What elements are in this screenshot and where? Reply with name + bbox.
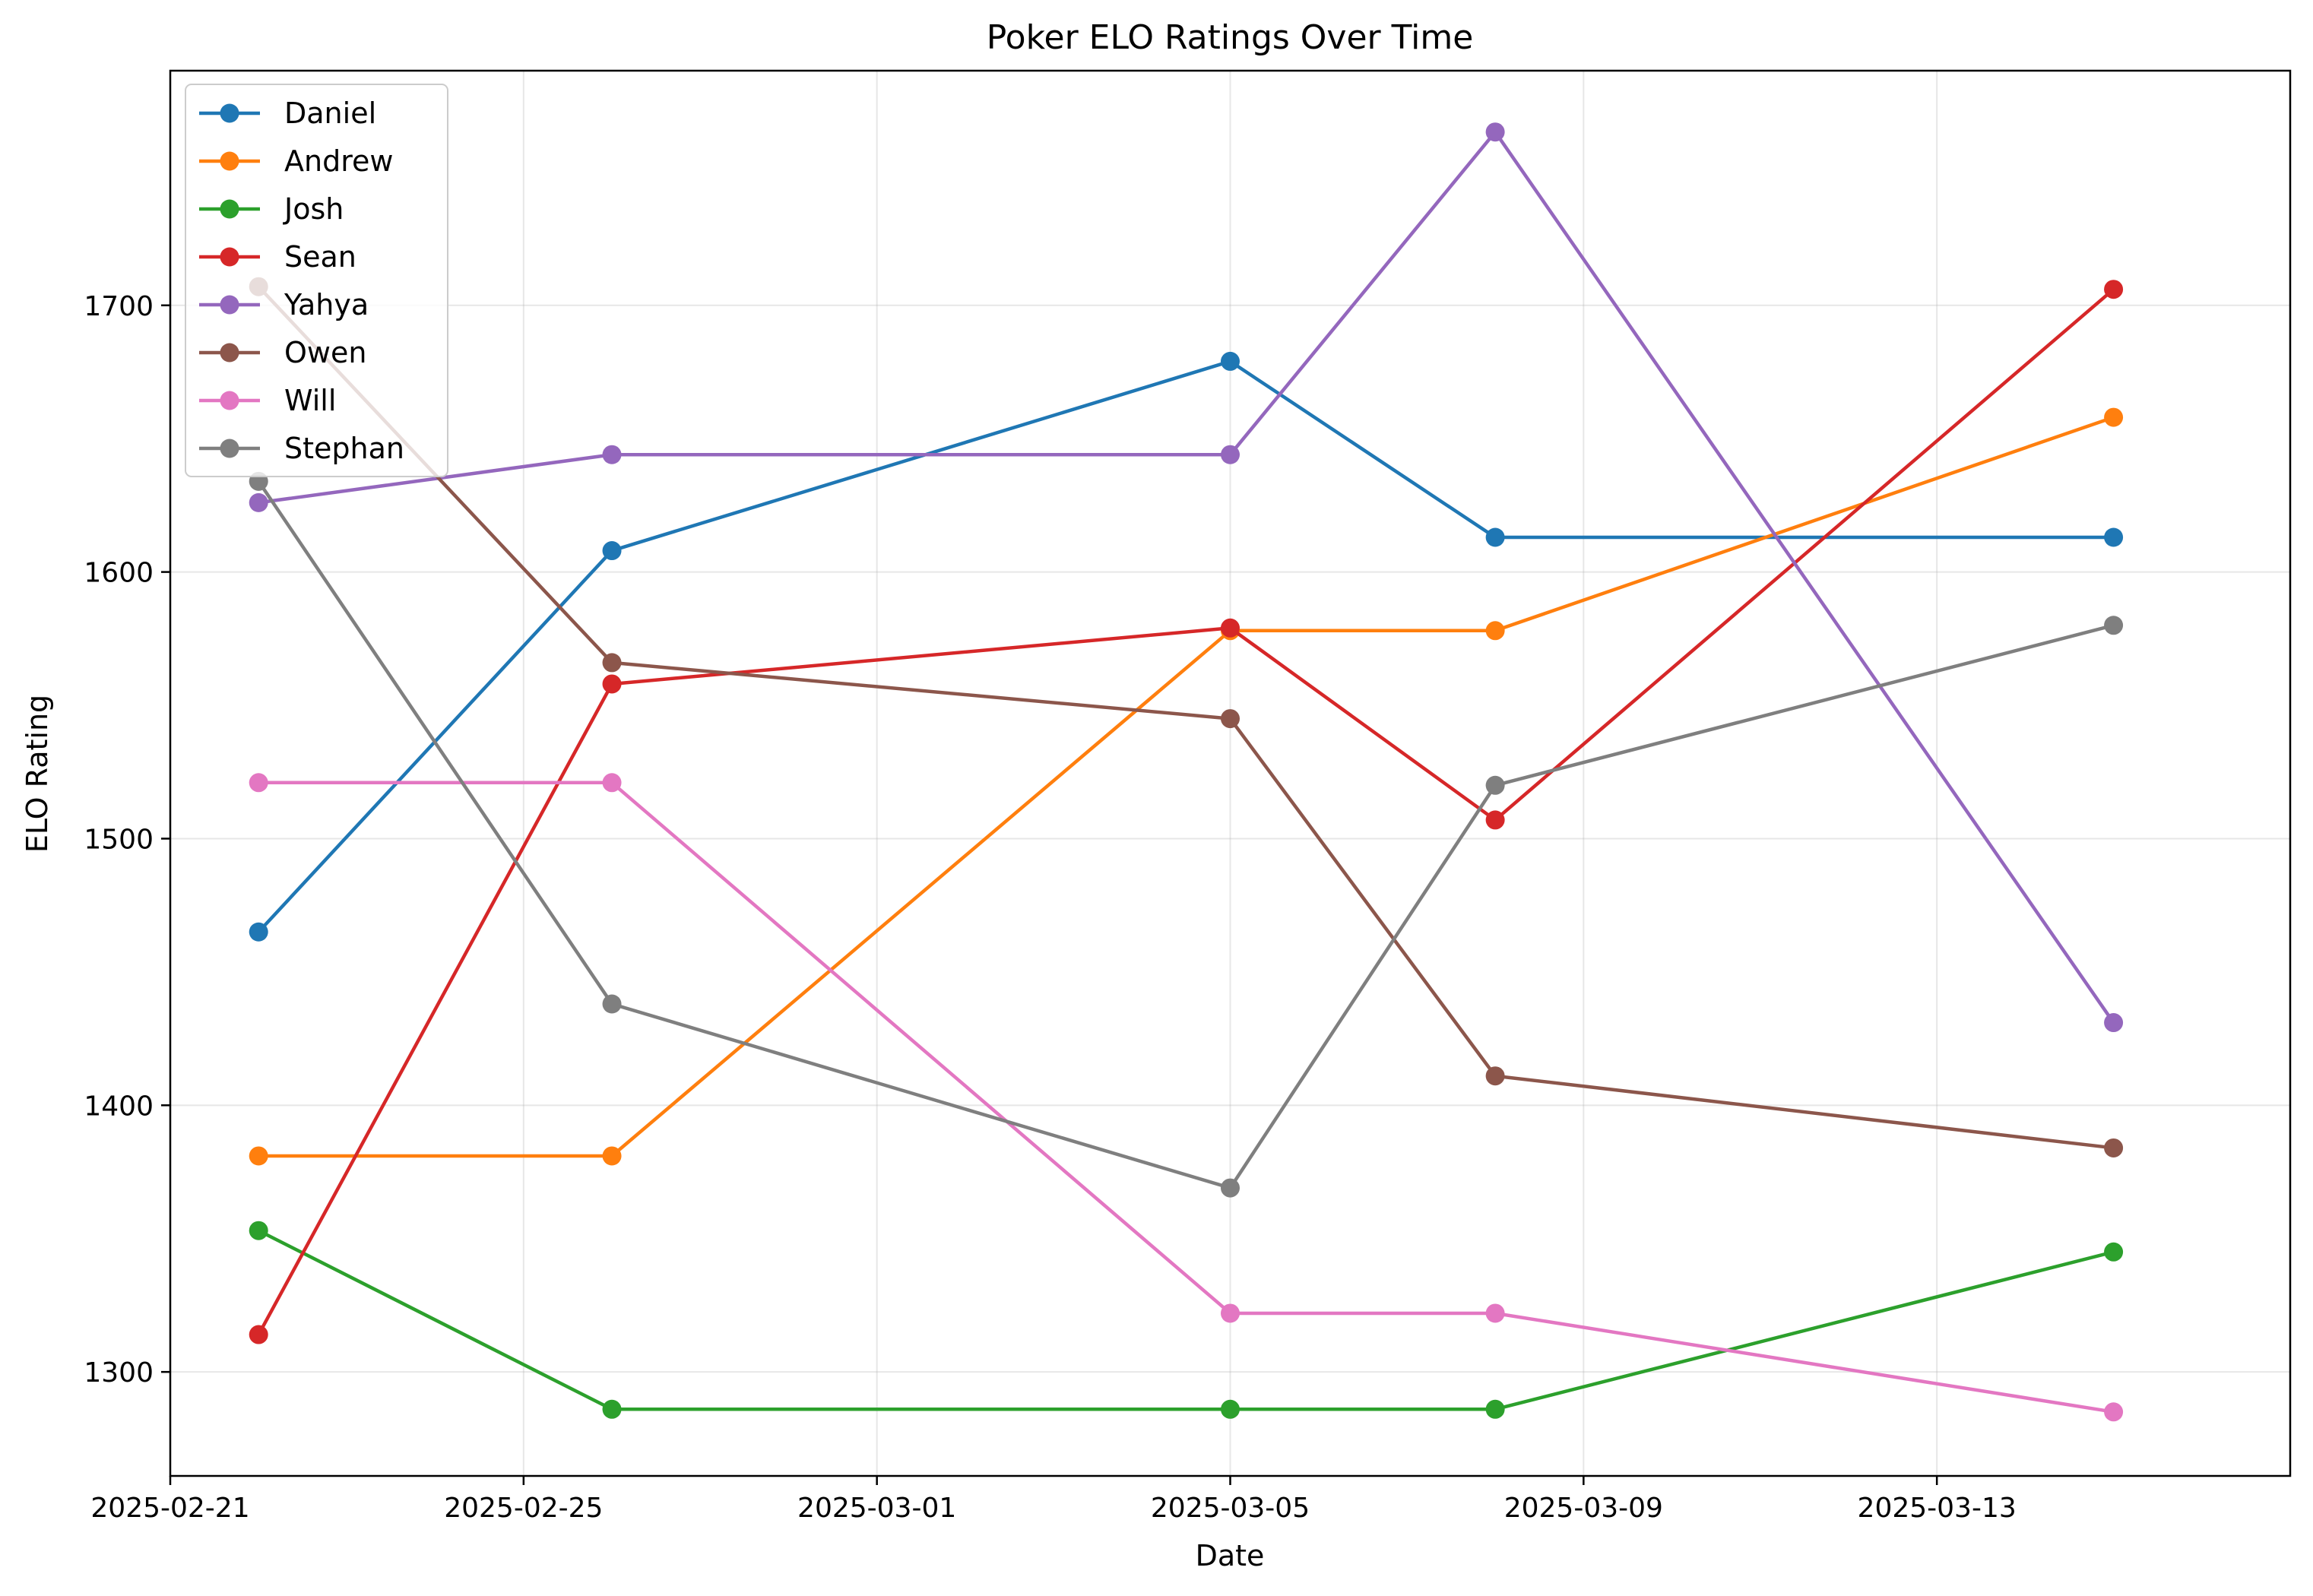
data-point xyxy=(2104,1138,2124,1157)
x-tick-label: 2025-03-05 xyxy=(1151,1493,1310,1524)
data-point xyxy=(602,445,622,464)
legend: Daniel Andrew Josh Sean Yahya Owen Will Stephan xyxy=(185,84,448,477)
data-point xyxy=(1221,1399,1240,1419)
chart-title: Poker ELO Ratings Over Time xyxy=(987,18,1474,57)
legend-item-yahya: Yahya xyxy=(199,288,369,321)
data-point xyxy=(1221,351,1240,371)
data-point xyxy=(2104,527,2124,547)
series-stephan xyxy=(249,471,2124,1198)
legend-marker xyxy=(220,295,239,315)
data-point xyxy=(1221,445,1240,464)
data-point xyxy=(1221,709,1240,729)
data-point xyxy=(2104,280,2124,299)
y-tick-label: 1300 xyxy=(84,1357,154,1389)
data-point xyxy=(2104,1402,2124,1422)
data-point xyxy=(249,922,268,942)
data-point xyxy=(2104,616,2124,635)
legend-item-stephan: Stephan xyxy=(199,432,404,465)
data-point xyxy=(249,1221,268,1240)
legend-marker xyxy=(220,391,239,410)
data-point xyxy=(1485,122,1505,142)
legend-marker xyxy=(220,247,239,267)
data-point xyxy=(1221,1303,1240,1323)
legend-item-owen: Owen xyxy=(199,336,366,369)
legend-item-andrew: Andrew xyxy=(199,144,393,178)
x-tick-label: 2025-03-01 xyxy=(797,1493,956,1524)
legend-item-will: Will xyxy=(199,384,336,417)
x-tick-label: 2025-03-13 xyxy=(1858,1493,2017,1524)
data-point xyxy=(602,674,622,694)
data-point xyxy=(602,653,622,673)
series-lines xyxy=(249,122,2124,1422)
data-point xyxy=(249,492,268,512)
data-point xyxy=(1485,1066,1505,1086)
legend-label: Andrew xyxy=(284,144,393,178)
series-sean xyxy=(249,280,2124,1344)
legend-item-sean: Sean xyxy=(199,240,356,274)
grid xyxy=(170,71,2290,1476)
data-point xyxy=(1221,1178,1240,1198)
legend-label: Owen xyxy=(284,336,366,369)
axes: 2025-02-21 2025-02-25 2025-03-01 2025-03-05… xyxy=(84,291,2016,1524)
legend-box xyxy=(185,84,448,477)
legend-marker xyxy=(220,439,239,458)
legend-label: Josh xyxy=(283,192,344,226)
data-point xyxy=(1485,1399,1505,1419)
data-point xyxy=(1485,1303,1505,1323)
legend-marker xyxy=(220,151,239,171)
y-tick-label: 1600 xyxy=(84,558,154,589)
series-will xyxy=(249,773,2124,1422)
data-point xyxy=(602,1399,622,1419)
y-axis-label: ELO Rating xyxy=(21,695,54,853)
data-point xyxy=(2104,1013,2124,1033)
data-point xyxy=(249,773,268,793)
legend-label: Will xyxy=(284,384,336,417)
legend-item-josh: Josh xyxy=(199,192,344,226)
data-point xyxy=(1485,810,1505,830)
y-tick-label: 1400 xyxy=(84,1091,154,1122)
y-tick-label: 1700 xyxy=(84,291,154,322)
data-point xyxy=(602,773,622,793)
x-tick-label: 2025-02-21 xyxy=(90,1493,249,1524)
data-point xyxy=(1485,527,1505,547)
legend-label: Yahya xyxy=(284,288,369,321)
series-yahya xyxy=(249,122,2124,1033)
data-point xyxy=(602,1146,622,1166)
x-axis-label: Date xyxy=(1196,1539,1265,1572)
data-point xyxy=(249,1325,268,1344)
data-point xyxy=(1485,621,1505,641)
series-daniel xyxy=(249,351,2124,942)
data-point xyxy=(1221,618,1240,638)
legend-label: Stephan xyxy=(284,432,404,465)
legend-label: Sean xyxy=(284,240,356,274)
data-point xyxy=(602,541,622,561)
x-tick-label: 2025-03-09 xyxy=(1504,1493,1663,1524)
series-josh xyxy=(249,1221,2124,1419)
legend-marker xyxy=(220,199,239,219)
data-point xyxy=(2104,407,2124,427)
legend-marker xyxy=(220,343,239,363)
data-point xyxy=(602,994,622,1014)
legend-label: Daniel xyxy=(284,97,376,130)
legend-marker xyxy=(220,103,239,123)
x-tick-label: 2025-02-25 xyxy=(444,1493,603,1524)
data-point xyxy=(2104,1242,2124,1262)
data-point xyxy=(249,1146,268,1166)
legend-item-daniel: Daniel xyxy=(199,97,376,130)
data-point xyxy=(1485,775,1505,795)
y-tick-label: 1500 xyxy=(84,824,154,855)
